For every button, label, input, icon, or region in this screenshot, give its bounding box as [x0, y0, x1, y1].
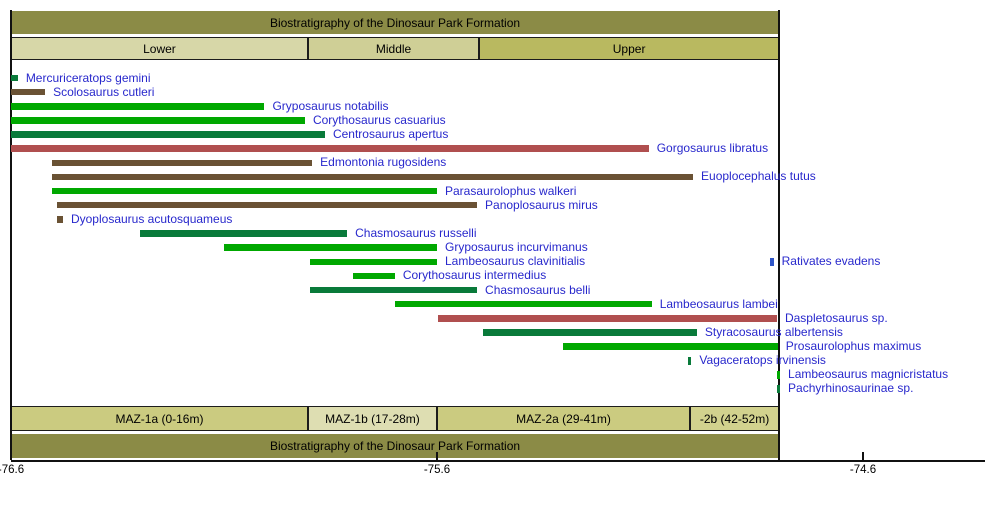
species-label: Chasmosaurus russelli	[355, 225, 477, 240]
plot-frame-right-line	[778, 10, 780, 460]
chart-top-title-bar: Biostratigraphy of the Dinosaur Park For…	[11, 11, 779, 34]
x-axis-tick-mark	[10, 452, 12, 460]
x-axis-line	[11, 460, 985, 462]
species-label: Vagaceratops irvinensis	[699, 353, 826, 368]
maz-band-label: MAZ-1b (17-28m)	[325, 411, 420, 426]
range-bar	[310, 286, 478, 294]
species-label: Scolosaurus cutleri	[53, 84, 155, 99]
species-label: Panoplosaurus mirus	[485, 197, 598, 212]
chart-bottom-title-bar: Biostratigraphy of the Dinosaur Park For…	[11, 434, 779, 458]
range-bar	[310, 258, 437, 266]
range-bar	[51, 173, 694, 181]
maz-band-0: MAZ-1a (0-16m)	[11, 406, 308, 431]
species-label: Lambeosaurus clavinitialis	[445, 254, 586, 269]
range-bar	[224, 244, 437, 251]
maz-band-label: MAZ-2a (29-41m)	[516, 411, 611, 426]
range-bar	[11, 145, 649, 152]
stage-band-label: Middle	[375, 41, 412, 56]
range-bar	[140, 230, 348, 237]
species-label: Gryposaurus incurvimanus	[445, 240, 588, 255]
range-bar	[51, 187, 437, 195]
species-label: Prosaurolophus maximus	[785, 339, 922, 354]
stage-band-label: Upper	[612, 41, 646, 56]
range-bar	[11, 88, 46, 96]
species-label: Gryposaurus notabilis	[272, 98, 389, 113]
species-label: Edmontonia rugosidens	[320, 155, 447, 170]
x-axis-tick-label: -75.6	[423, 464, 451, 476]
range-bar	[11, 131, 325, 138]
range-bar	[394, 300, 652, 308]
species-label: Styracosaurus albertensis	[704, 324, 843, 339]
species-label: Chasmosaurus belli	[485, 282, 591, 297]
chart-top-title-text: Biostratigraphy of the Dinosaur Park For…	[269, 15, 521, 30]
maz-band-label: MAZ-1a (0-16m)	[115, 411, 204, 426]
species-label: Corythosaurus casuarius	[312, 112, 446, 127]
maz-band-3: -2b (42-52m)	[690, 406, 780, 431]
species-label: Dyoplosaurus acutosquameus	[70, 211, 233, 226]
range-bar	[11, 103, 265, 110]
range-bar	[687, 356, 692, 365]
range-bar	[51, 159, 313, 167]
chart-bottom-title-text: Biostratigraphy of the Dinosaur Park For…	[269, 439, 521, 453]
stage-band-upper: Upper	[479, 37, 780, 60]
x-axis-tick-mark	[862, 452, 864, 460]
species-label: Lambeosaurus magnicristatus	[788, 367, 949, 382]
maz-band-2: MAZ-2a (29-41m)	[437, 406, 691, 431]
species-label: Pachyrhinosaurinae sp.	[788, 381, 914, 396]
stage-band-lower: Lower	[11, 37, 308, 60]
range-bar	[11, 117, 305, 124]
species-label: Corythosaurus intermedius	[402, 268, 547, 283]
species-label: Lambeosaurus lambei	[659, 296, 778, 311]
range-bar	[11, 74, 18, 82]
x-axis-tick-label: -74.6	[849, 464, 877, 476]
range-bar	[776, 370, 781, 379]
plot-frame-left-line	[10, 10, 12, 460]
range-bar	[57, 216, 63, 223]
maz-band-1: MAZ-1b (17-28m)	[307, 406, 437, 431]
species-label: Daspletosaurus sp.	[784, 310, 888, 325]
species-label: Gorgosaurus libratus	[656, 141, 769, 156]
range-bar	[770, 257, 774, 266]
x-axis-tick-mark	[436, 452, 438, 460]
stage-band-middle: Middle	[307, 37, 480, 60]
stage-band-label: Lower	[143, 41, 176, 56]
range-bar	[353, 272, 395, 280]
range-bar	[57, 201, 478, 209]
x-axis-tick-label: -76.6	[0, 464, 25, 476]
range-bar	[776, 384, 781, 393]
range-bar	[483, 329, 697, 336]
range-bar	[563, 343, 778, 350]
species-label: Euoplocephalus tutus	[701, 169, 816, 184]
species-label: Mercuriceratops gemini	[25, 70, 151, 85]
species-label: Rativates evadens	[781, 254, 881, 269]
species-label: Centrosaurus apertus	[332, 127, 449, 142]
species-label: Parasaurolophus walkeri	[445, 183, 577, 198]
maz-band-label: -2b (42-52m)	[699, 411, 770, 426]
range-bar	[437, 315, 777, 322]
